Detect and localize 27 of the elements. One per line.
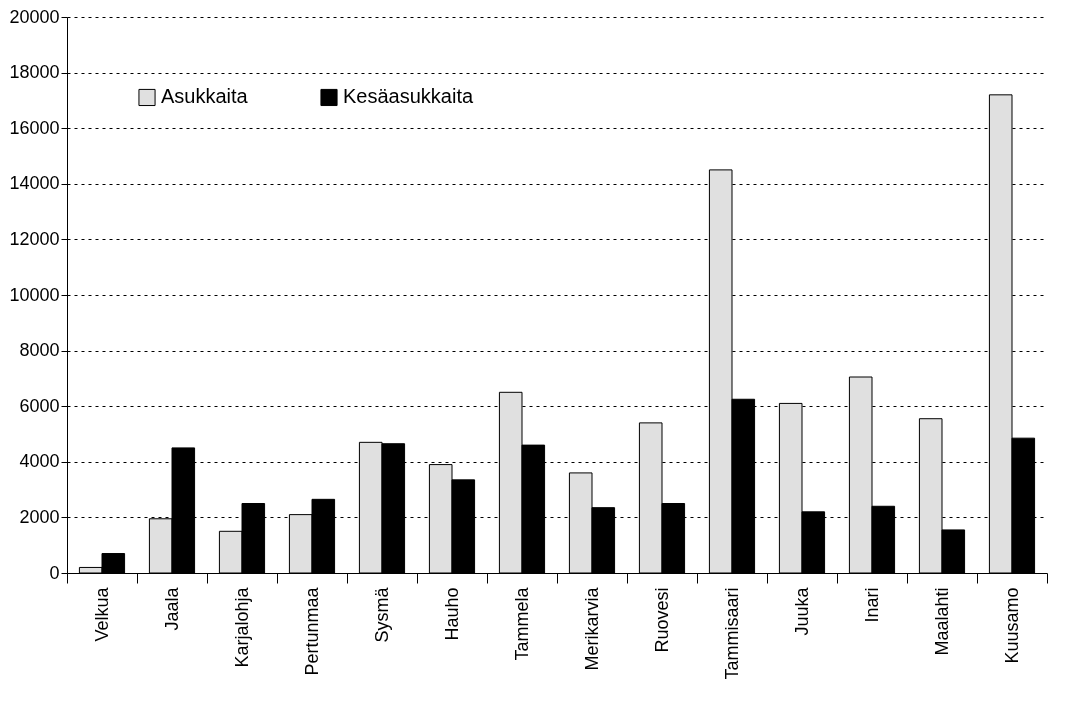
x-tick-label: Sysmä <box>371 586 392 643</box>
x-tick-label: Pertunmaa <box>301 586 322 676</box>
y-tick-label: 0 <box>49 562 60 583</box>
x-tick-label: Velkua <box>91 586 112 642</box>
x-tick-label: Jaala <box>161 586 182 631</box>
y-tick-label: 16000 <box>9 117 60 138</box>
y-tick-label: 6000 <box>19 395 60 416</box>
x-tick-label: Juuka <box>791 586 812 636</box>
x-tick-label: Karjalohja <box>231 586 252 668</box>
x-tick-label: Inari <box>861 587 882 623</box>
y-tick-label: 10000 <box>9 284 60 305</box>
x-tick-label: Tammela <box>511 586 532 661</box>
y-tick-label: 2000 <box>19 506 60 527</box>
x-tick-label: Tammisaari <box>721 587 742 680</box>
x-tick-label: Hauho <box>441 587 462 641</box>
y-tick-label: 20000 <box>9 6 60 27</box>
y-tick-label: 12000 <box>9 228 60 249</box>
x-tick-label: Ruovesi <box>651 587 672 653</box>
y-tick-label: 4000 <box>19 451 60 472</box>
legend-label: Asukkaita <box>161 85 249 108</box>
legend-label: Kesäasukkaita <box>343 85 474 108</box>
y-tick-label: 8000 <box>19 340 60 361</box>
x-tick-label: Maalahti <box>931 587 952 656</box>
x-tick-label: Merikarvia <box>581 586 602 671</box>
x-tick-label: Kuusamo <box>1001 587 1022 664</box>
y-tick-label: 14000 <box>9 173 60 194</box>
y-tick-label: 18000 <box>9 62 60 83</box>
